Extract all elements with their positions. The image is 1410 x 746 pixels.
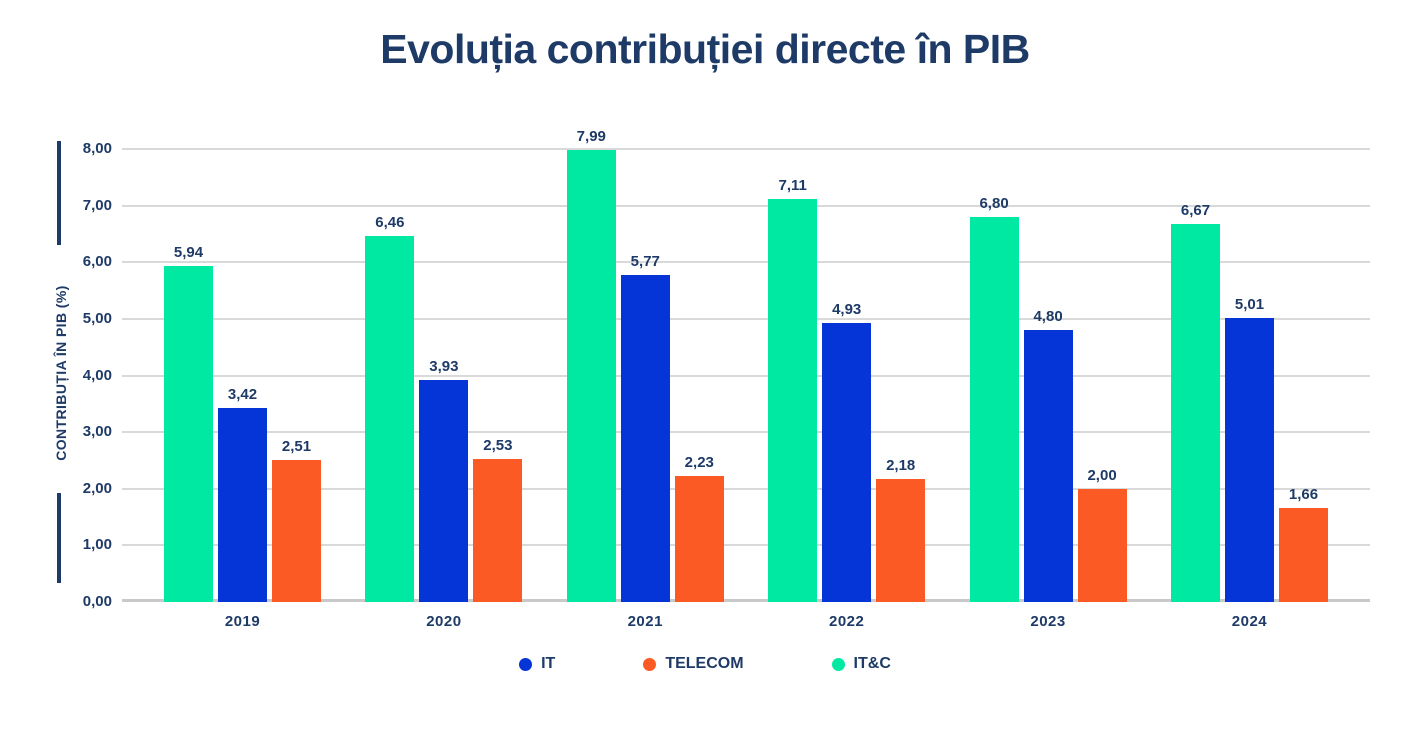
bar-itc-2021: 7,99: [566, 128, 616, 602]
y-tick-label: 3,00: [82, 423, 112, 440]
legend-dot-it: [519, 657, 533, 671]
bar-telecom-2020: 2,53: [473, 437, 523, 602]
gridline: [122, 544, 1370, 546]
bar-itc-2023: 6,80: [969, 195, 1019, 602]
gridline: [122, 431, 1370, 433]
bar-itc-2019: 5,94: [164, 244, 213, 602]
gridline: [122, 318, 1370, 320]
gridline: [122, 205, 1370, 207]
y-tick-label: 8,00: [82, 140, 112, 157]
gridline: [122, 148, 1370, 150]
bar-it-2021: 5,77: [620, 253, 670, 602]
y-tick-label: 4,00: [82, 367, 112, 384]
y-tick-label: 0,00: [82, 593, 112, 610]
bar-group-2021: 7,99 5,77 2,23 2021: [566, 128, 724, 630]
bar-groups: 5,94 3,42 2,51 2019 6,46 3,93 2,53 2020 7,99 5,77…: [122, 128, 1370, 630]
bar-telecom-2024: 1,66: [1278, 486, 1328, 602]
legend: IT TELECOM IT&C: [0, 655, 1410, 673]
gridline: [122, 261, 1370, 263]
bar-value-label: 2,23: [684, 453, 714, 471]
legend-label: IT: [541, 655, 556, 672]
bar-value-label: 6,67: [1180, 202, 1211, 220]
legend-item-itc: IT&C: [831, 655, 891, 673]
y-tick-label: 2,00: [82, 480, 112, 497]
bar-telecom-2022: 2,18: [876, 457, 926, 602]
bar-value-label: 6,46: [375, 214, 405, 232]
bar-group-2024: 6,67 5,01 1,66 2024: [1170, 202, 1328, 630]
bar-it-2022: 4,93: [822, 301, 872, 602]
x-axis-label-2022: 2022: [828, 613, 865, 630]
bar-value-label: 5,94: [173, 243, 204, 261]
chart-title: Evoluția contribuției directe în PIB: [380, 26, 1030, 72]
legend-item-telecom: TELECOM: [643, 655, 744, 673]
x-axis-label-2024: 2024: [1231, 613, 1268, 630]
bar-it-2020: 3,93: [419, 358, 469, 602]
bar-itc-2024: 6,67: [1170, 202, 1220, 602]
x-axis-baseline: [122, 599, 1370, 602]
gridline: [122, 488, 1370, 490]
bar-value-label: 2,51: [281, 437, 312, 455]
plot-area: 5,94 3,42 2,51 2019 6,46 3,93 2,53 2020 7,99 5,77…: [122, 128, 1370, 630]
bar-value-label: 7,11: [778, 177, 807, 195]
legend-dot-telecom: [643, 657, 657, 671]
y-tick-label: 5,00: [82, 310, 112, 327]
bar-value-label: 3,42: [227, 386, 258, 404]
bar-group-2022: 7,11 4,93 2,18 2022: [768, 177, 926, 630]
bar-group-2019: 5,94 3,42 2,51 2019: [164, 244, 321, 630]
bar-value-label: 2,00: [1087, 466, 1117, 484]
bar-it-2024: 5,01: [1224, 296, 1274, 602]
bar-value-label: 2,53: [483, 436, 513, 454]
bar-value-label: 5,77: [630, 253, 660, 271]
bar-value-label: 1,66: [1288, 486, 1319, 503]
bar-telecom-2021: 2,23: [674, 454, 724, 602]
y-axis-line-bottom-segment: [57, 493, 61, 583]
bar-value-label: 7,99: [576, 127, 606, 145]
bar-value-label: 3,93: [429, 357, 459, 375]
bar-telecom-2019: 2,51: [272, 438, 321, 602]
bar-telecom-2023: 2,00: [1077, 467, 1127, 602]
bar-group-2023: 6,80 4,80 2,00 2023: [969, 195, 1127, 630]
bar-value-label: 5,01: [1234, 296, 1265, 314]
x-axis-label-2021: 2021: [627, 613, 663, 630]
bar-itc-2020: 6,46: [365, 214, 415, 602]
legend-item-it: IT: [519, 655, 555, 673]
bar-it-2023: 4,80: [1023, 308, 1073, 602]
legend-dot-itc: [831, 657, 845, 671]
x-axis-label-2020: 2020: [426, 613, 462, 630]
x-axis-label-2019: 2019: [224, 613, 261, 630]
y-tick-label: 1,00: [82, 536, 112, 553]
bar-value-label: 2,18: [886, 456, 916, 474]
y-axis-line-top-segment: [57, 141, 61, 245]
gridline: [122, 375, 1370, 377]
bar-itc-2022: 7,11: [768, 177, 818, 602]
y-tick-label: 6,00: [82, 253, 112, 270]
bar-group-2020: 6,46 3,93 2,53 2020: [365, 214, 523, 630]
legend-label: IT&C: [853, 655, 891, 672]
bar-value-label: 6,80: [979, 194, 1009, 212]
bar-value-label: 4,80: [1033, 308, 1063, 326]
y-tick-label: 7,00: [82, 197, 112, 214]
legend-label: TELECOM: [665, 655, 744, 672]
x-axis-label-2023: 2023: [1030, 613, 1066, 630]
bar-it-2019: 3,42: [218, 386, 267, 602]
bar-value-label: 4,93: [832, 300, 862, 318]
